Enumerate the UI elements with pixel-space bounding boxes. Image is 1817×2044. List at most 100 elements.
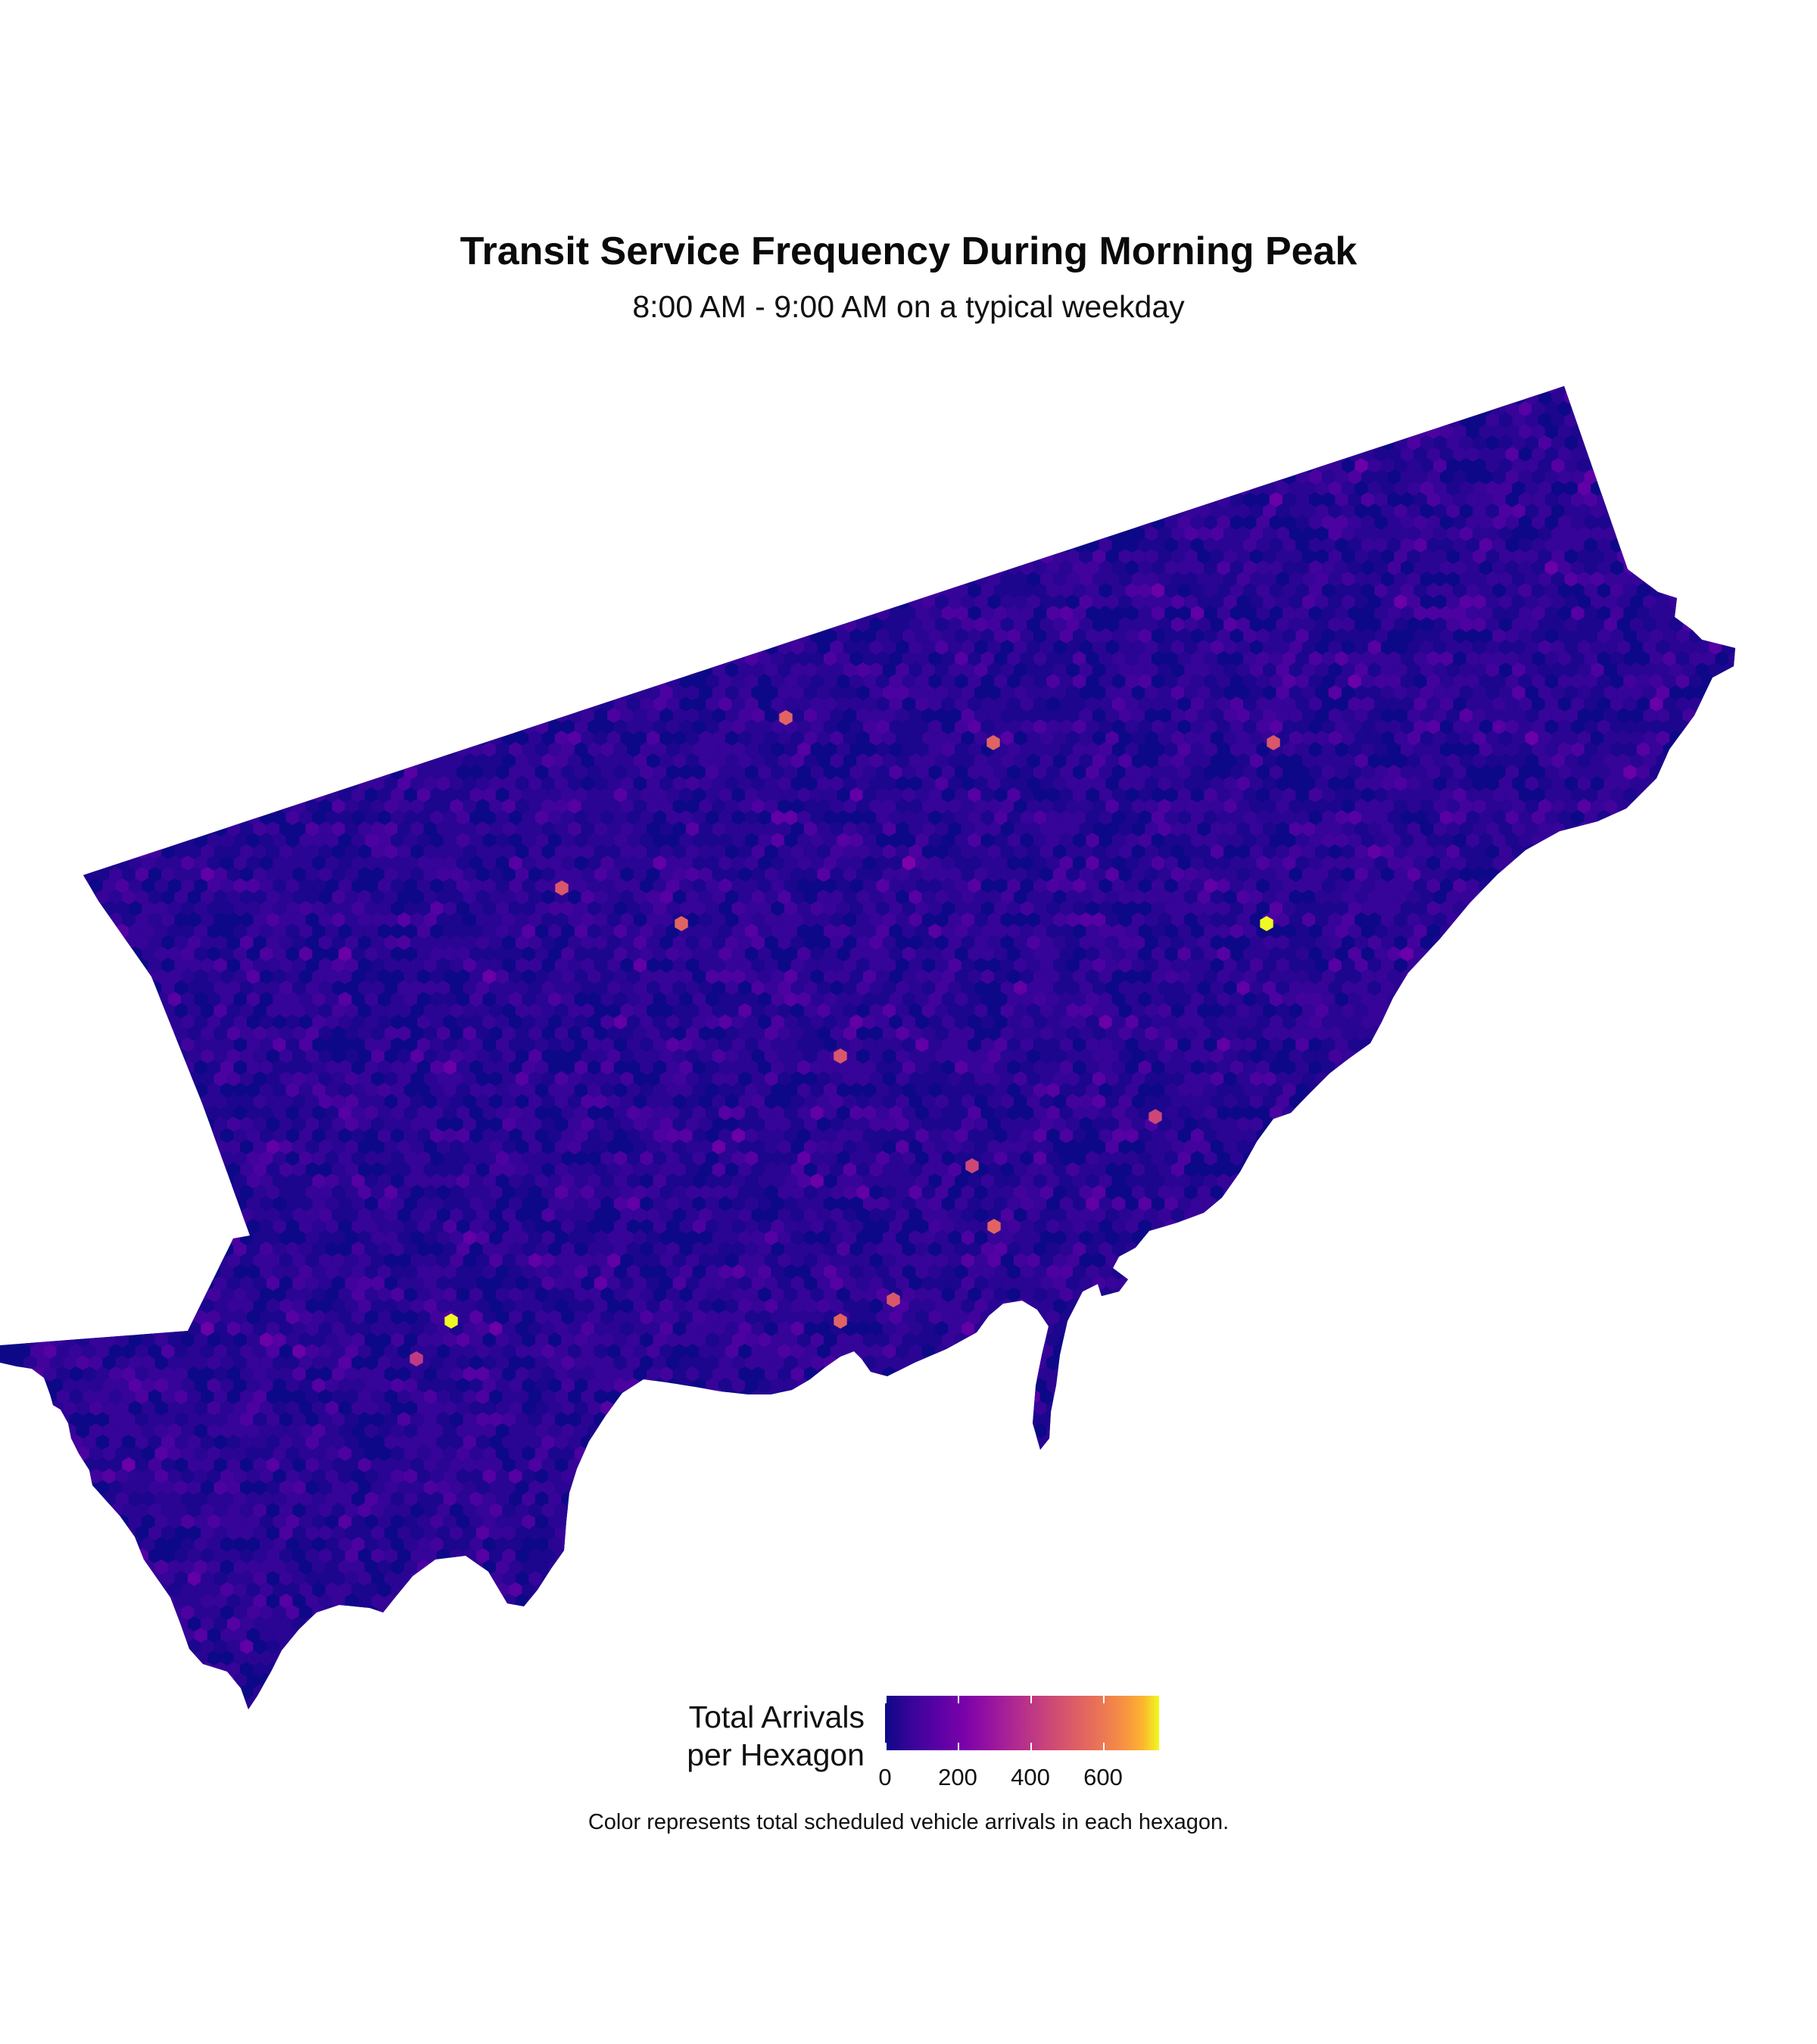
- hexagon-cell: [1263, 572, 1276, 587]
- hexagon-cell: [751, 413, 765, 428]
- hexagon-cell: [56, 640, 70, 655]
- hexagon-cell: [233, 765, 247, 780]
- hexagon-cell: [1092, 572, 1106, 587]
- hexagon-cell: [672, 503, 686, 519]
- hexagon-cell: [50, 765, 64, 780]
- hexagon-cell: [102, 606, 116, 621]
- hexagon-cell: [1276, 594, 1289, 609]
- hexagon-cell: [325, 492, 338, 507]
- hexagon-cell: [666, 651, 680, 666]
- hexagon-cell: [1604, 821, 1617, 837]
- hexagon-cell: [1459, 549, 1473, 564]
- hexagon-cell: [1302, 367, 1315, 382]
- hexagon-cell: [876, 742, 890, 757]
- hexagon-cell: [233, 515, 247, 530]
- hexagon-cell: [1630, 662, 1644, 678]
- hexagon-cell: [837, 401, 850, 416]
- hexagon-cell: [1715, 401, 1728, 416]
- hexagon-cell: [928, 386, 942, 394]
- hexagon-cell: [154, 469, 168, 485]
- hexagon-cell: [194, 787, 207, 802]
- hexagon-cell: [482, 606, 496, 621]
- hexagon-cell: [1505, 424, 1519, 439]
- hexagon-cell: [862, 696, 877, 712]
- hexagon-cell: [364, 674, 378, 689]
- hexagon-cell: [561, 386, 575, 394]
- hexagon-cell: [1591, 821, 1604, 837]
- hexagon-cell: [607, 572, 621, 587]
- hexagon-cell: [771, 469, 784, 485]
- hexagon-cell: [326, 356, 338, 371]
- hexagon-cell: [1387, 537, 1401, 553]
- hexagon-cell: [1551, 844, 1565, 859]
- hexagon-cell: [1276, 640, 1289, 655]
- hexagon-cell: [1033, 401, 1047, 416]
- hexagon-cell: [1748, 640, 1761, 655]
- hexagon-cell: [528, 594, 542, 609]
- hexagon-cell: [148, 640, 162, 655]
- hexagon-cell: [1413, 583, 1427, 598]
- hexagon-cell: [1663, 356, 1675, 371]
- hexagon-cell: [640, 606, 653, 621]
- hexagon-cell: [1413, 401, 1427, 416]
- hexagon-cell: [659, 367, 672, 382]
- hexagon-cell: [1014, 458, 1027, 473]
- hexagon-cell: [1151, 765, 1165, 780]
- hexagon-cell: [528, 435, 542, 450]
- hexagon-cell: [1289, 685, 1303, 700]
- hexagon-cell: [574, 674, 588, 689]
- hexagon-cell: [135, 685, 148, 700]
- hexagon-cell: [194, 424, 207, 439]
- hexagon-cell: [142, 492, 155, 507]
- hexagon-cell: [23, 787, 37, 802]
- hexagon-cell: [745, 424, 759, 439]
- hexagon-cell: [548, 560, 562, 575]
- hexagon-cell: [797, 651, 811, 666]
- hexagon-cell: [364, 447, 378, 462]
- hexagon-cell: [1734, 640, 1735, 655]
- hexagon-cell: [1269, 765, 1283, 780]
- hexagon-cell: [358, 685, 372, 700]
- hexagon-cell: [1420, 390, 1434, 405]
- hexagon-cell: [443, 583, 457, 598]
- hexagon-cell: [1007, 356, 1020, 371]
- hexagon-cell: [882, 390, 896, 405]
- hexagon-cell: [1033, 537, 1047, 553]
- hexagon-cell: [1223, 458, 1237, 473]
- hexagon-cell: [463, 572, 476, 587]
- hexagon-cell: [332, 776, 345, 791]
- hexagon-cell: [76, 424, 89, 439]
- hexagon-cell: [961, 390, 975, 405]
- hexagon-cell: [213, 776, 227, 791]
- hexagon-cell: [312, 765, 326, 780]
- hexagon-cell: [987, 617, 1001, 632]
- hexagon-cell: [378, 606, 391, 621]
- hexagon-cell: [1741, 765, 1754, 780]
- hexagon-cell: [1636, 674, 1650, 689]
- hexagon-cell: [142, 560, 155, 575]
- hexagon-cell: [896, 503, 909, 519]
- hexagon-cell: [1544, 492, 1558, 507]
- hexagon-cell: [95, 799, 109, 814]
- hexagon-cell: [456, 583, 470, 598]
- hexagon-cell: [758, 628, 771, 643]
- hexagon-cell: [974, 526, 988, 541]
- hexagon-cell: [803, 390, 818, 405]
- hexagon-cell: [849, 765, 863, 780]
- hexagon-cell: [876, 386, 890, 394]
- hexagon-cell: [882, 640, 896, 655]
- hexagon-cell: [968, 386, 981, 394]
- hexagon-cell: [187, 594, 201, 609]
- hexagon-cell: [666, 469, 680, 485]
- hexagon-cell: [1498, 549, 1513, 564]
- hexagon-cell: [1577, 572, 1591, 587]
- hexagon-cell: [154, 696, 168, 712]
- hexagon-cell: [358, 753, 372, 768]
- hexagon-cell: [1007, 742, 1021, 757]
- hexagon-cell: [240, 640, 254, 655]
- hexagon-cell: [1650, 810, 1663, 825]
- hexagon-cell: [1138, 719, 1152, 734]
- hexagon-cell: [1177, 674, 1191, 689]
- hexagon-cell: [522, 606, 535, 621]
- hexagon-cell: [1217, 469, 1230, 485]
